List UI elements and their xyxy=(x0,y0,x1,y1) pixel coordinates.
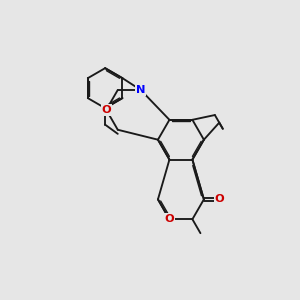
Text: O: O xyxy=(165,214,174,224)
Text: O: O xyxy=(101,105,111,115)
Text: O: O xyxy=(214,194,224,204)
Text: N: N xyxy=(136,85,146,95)
